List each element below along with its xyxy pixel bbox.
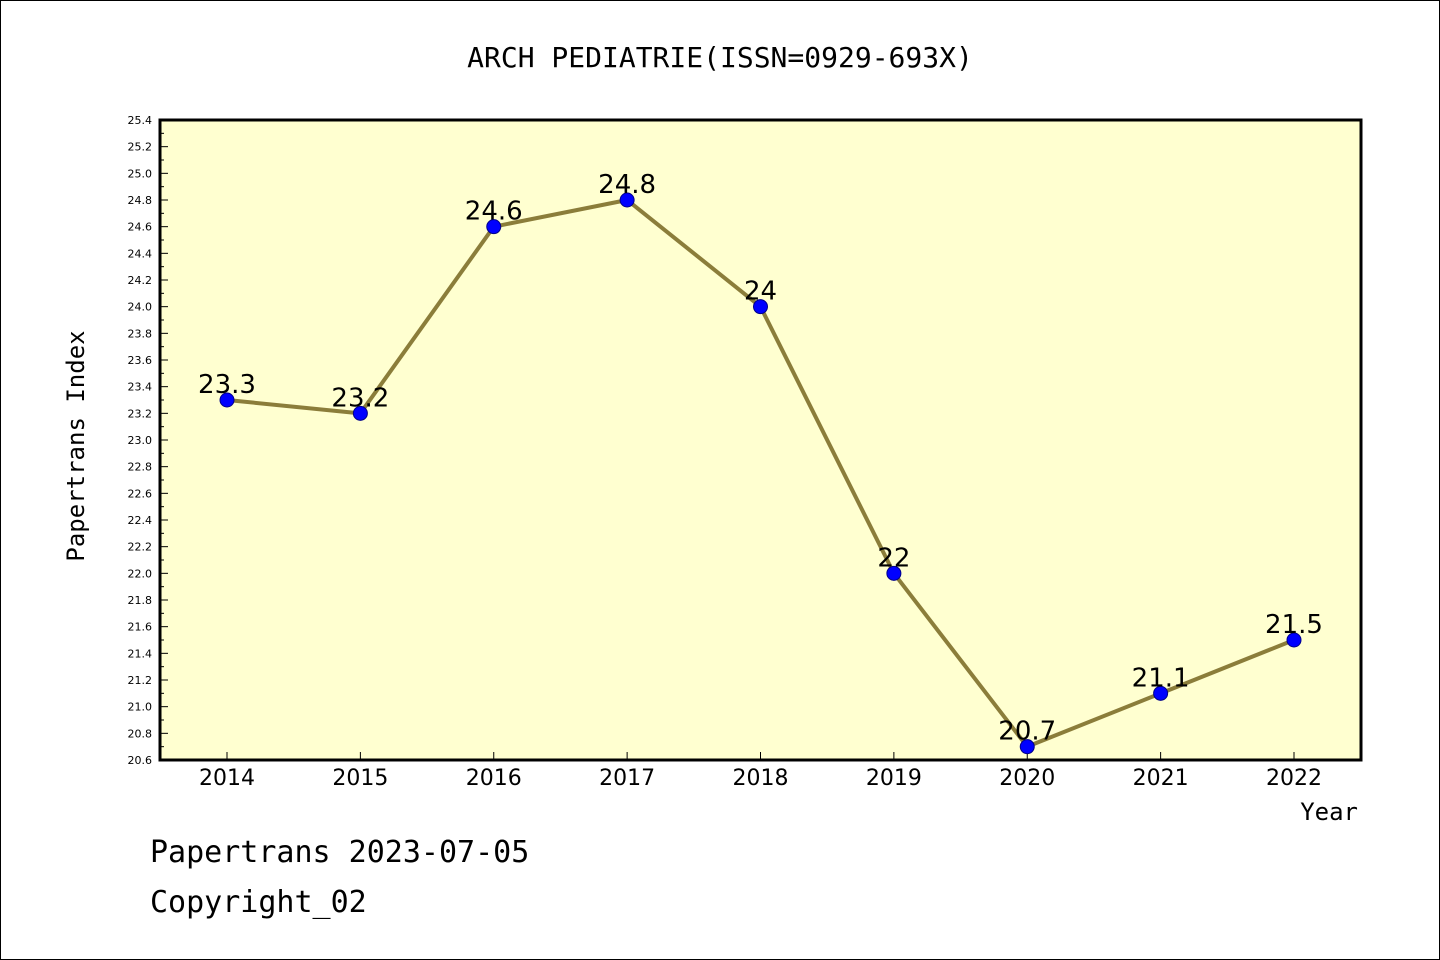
x-tick-label: 2018 xyxy=(733,766,789,791)
series-papertrans-index xyxy=(219,192,1302,755)
data-label: 20.7 xyxy=(998,717,1056,747)
data-point xyxy=(1019,739,1035,755)
y-tick-label: 21.2 xyxy=(128,674,153,687)
y-tick-label: 23.6 xyxy=(128,354,153,367)
data-point xyxy=(1153,685,1169,701)
y-tick-label: 22.6 xyxy=(128,487,153,500)
y-tick-label: 25.0 xyxy=(128,167,153,180)
y-tick-label: 20.6 xyxy=(128,754,153,767)
y-tick-label: 23.0 xyxy=(128,434,153,447)
data-label: 23.3 xyxy=(198,370,256,400)
data-label: 23.2 xyxy=(331,383,389,413)
x-tick-label: 2019 xyxy=(866,766,922,791)
data-label: 21.5 xyxy=(1265,610,1323,640)
data-label: 24.6 xyxy=(465,197,523,227)
y-tick-label: 25.2 xyxy=(128,141,153,154)
footer-copyright: Copyright_02 xyxy=(150,885,367,920)
data-point xyxy=(486,219,502,235)
y-axis-label: Papertrans Index xyxy=(62,330,90,561)
x-tick-label: 2021 xyxy=(1133,766,1189,791)
data-point xyxy=(753,299,768,315)
y-tick-label: 24.6 xyxy=(128,221,153,234)
y-tick-label: 23.4 xyxy=(128,381,153,394)
data-label: 22 xyxy=(877,543,910,573)
x-tick-label: 2014 xyxy=(199,766,255,791)
data-point xyxy=(886,565,902,581)
y-tick-label: 24.8 xyxy=(128,194,153,207)
x-tick-label: 2022 xyxy=(1266,766,1322,791)
x-axis-label: Year xyxy=(1300,798,1358,826)
x-tick-label: 2015 xyxy=(332,766,388,791)
data-point xyxy=(352,405,368,421)
y-tick-label: 20.8 xyxy=(128,727,153,740)
footer-date: Papertrans 2023-07-05 xyxy=(150,835,530,870)
data-point xyxy=(619,192,635,208)
y-tick-label: 21.0 xyxy=(128,701,153,714)
x-tick-label: 2020 xyxy=(999,766,1055,791)
chart-title: ARCH PEDIATRIE(ISSN=0929-693X) xyxy=(467,41,973,74)
data-point xyxy=(1286,632,1302,648)
y-tick-label: 21.4 xyxy=(128,647,153,660)
x-tick-label: 2016 xyxy=(466,766,522,791)
y-tick-label: 25.4 xyxy=(128,114,153,127)
y-tick-label: 24.4 xyxy=(128,247,153,260)
y-tick-label: 21.6 xyxy=(128,621,153,634)
y-tick-label: 22.0 xyxy=(128,567,153,580)
x-tick-label: 2017 xyxy=(599,766,655,791)
data-point xyxy=(219,392,235,408)
y-tick-label: 24.2 xyxy=(128,274,153,287)
y-tick-label: 22.8 xyxy=(128,461,153,474)
data-label: 21.1 xyxy=(1132,663,1190,693)
y-tick-label: 23.2 xyxy=(128,407,153,420)
y-tick-label: 24.0 xyxy=(128,301,153,314)
data-labels: 23.3 23.2 24.6 24.8 24 22 20.7 21.1 21.5 xyxy=(198,170,1323,747)
x-axis-ticks: 2014 2015 2016 2017 2018 2019 2020 2021 2022 xyxy=(199,752,1322,791)
y-tick-label: 22.2 xyxy=(128,541,153,554)
data-label: 24.8 xyxy=(598,170,656,200)
plot-area xyxy=(158,118,1363,762)
y-axis-ticks: 20.6 20.8 21.0 21.2 21.4 21.6 21.8 22.0 22.2 22.4… xyxy=(128,114,168,767)
y-tick-label: 21.8 xyxy=(128,594,153,607)
data-label: 24 xyxy=(744,277,777,307)
y-tick-label: 22.4 xyxy=(128,514,153,527)
y-tick-label: 23.8 xyxy=(128,327,153,340)
